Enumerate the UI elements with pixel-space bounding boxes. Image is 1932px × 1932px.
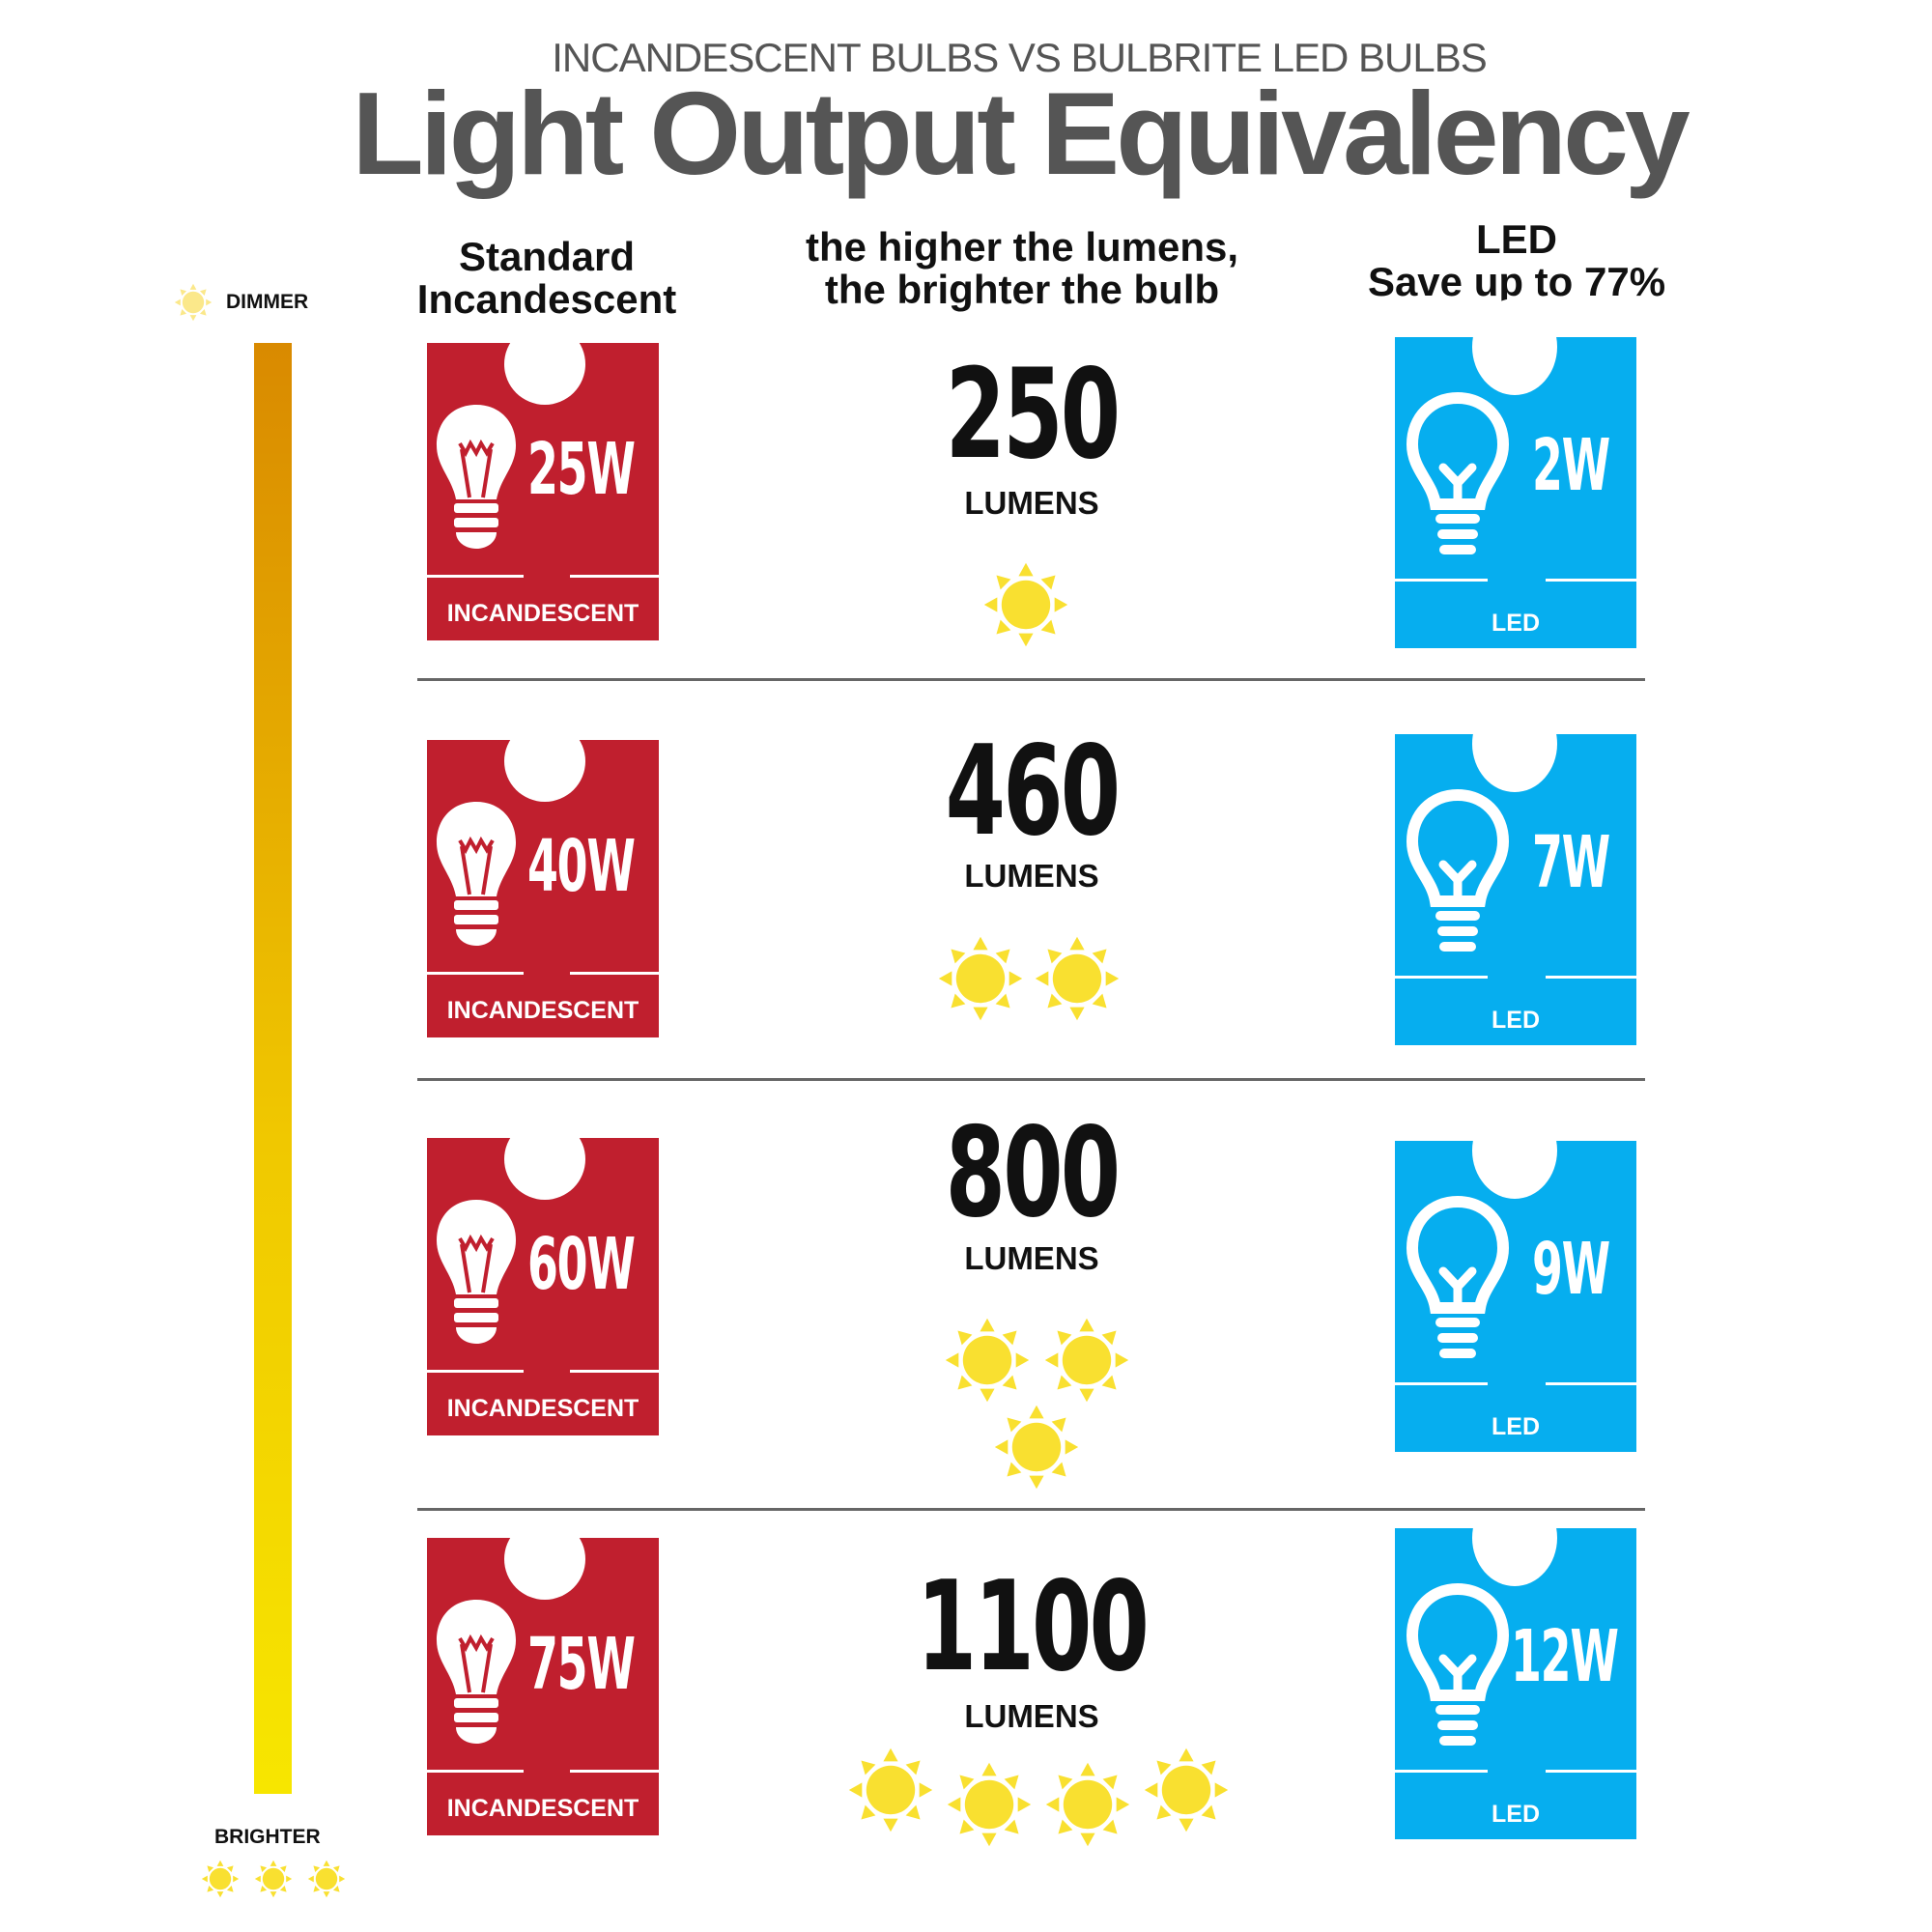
lumens-label: LUMENS bbox=[964, 1240, 1099, 1276]
subtitle: INCANDESCENT BULBS VS BULBRITE LED BULBS bbox=[552, 35, 1488, 80]
incandescent-label: INCANDESCENT bbox=[446, 997, 639, 1024]
sun-icon bbox=[254, 1860, 293, 1903]
brighter-label: BRIGHTER bbox=[214, 1826, 321, 1848]
card-line bbox=[427, 1770, 524, 1773]
page-title: Light Output Equivalency bbox=[352, 68, 1690, 199]
incandescent-card: 75W INCANDESCENT bbox=[427, 1519, 659, 1835]
card-notch bbox=[504, 324, 585, 405]
card-notch bbox=[1472, 1102, 1557, 1199]
header-line: the higher the lumens, bbox=[805, 224, 1239, 270]
lumens-label: LUMENS bbox=[964, 485, 1099, 521]
header-line: LED bbox=[1476, 216, 1557, 262]
lumens-label: LUMENS bbox=[964, 1698, 1099, 1734]
header-line: Incandescent bbox=[416, 276, 677, 322]
card-line bbox=[427, 1370, 524, 1373]
led-watts: 7W bbox=[1532, 821, 1610, 904]
incandescent-watts: 60W bbox=[527, 1223, 636, 1306]
sun-icon bbox=[307, 1860, 346, 1903]
sun-icon bbox=[1034, 935, 1121, 1027]
led-column-header: LED Save up to 77% bbox=[1323, 218, 1710, 303]
card-notch bbox=[1472, 298, 1557, 395]
led-card: 7W LED bbox=[1395, 696, 1636, 1045]
led-label: LED bbox=[1492, 1801, 1540, 1828]
lumens-label: LUMENS bbox=[964, 858, 1099, 894]
sun-icon bbox=[944, 1317, 1031, 1408]
dimmer-label: DIMMER bbox=[226, 291, 309, 313]
card-notch bbox=[504, 1519, 585, 1600]
card-notch bbox=[504, 1119, 585, 1200]
led-card: 2W LED bbox=[1395, 298, 1636, 648]
card-line bbox=[1395, 976, 1488, 979]
card-line bbox=[1546, 1770, 1636, 1773]
incandescent-watts: 75W bbox=[527, 1623, 636, 1706]
sun-icon bbox=[174, 283, 213, 327]
led-label: LED bbox=[1492, 1413, 1540, 1440]
header-line: Save up to 77% bbox=[1367, 259, 1666, 304]
row-divider bbox=[417, 1078, 1645, 1081]
sun-icon bbox=[937, 935, 1024, 1027]
card-line bbox=[570, 575, 659, 578]
card-line bbox=[1395, 579, 1488, 582]
header-line: the brighter the bulb bbox=[824, 267, 1220, 312]
led-watts: 12W bbox=[1511, 1615, 1619, 1698]
led-watts: 2W bbox=[1532, 424, 1610, 507]
card-notch bbox=[504, 721, 585, 802]
lumens-value: 250 bbox=[945, 343, 1121, 487]
card-line bbox=[1395, 1382, 1488, 1385]
sun-icon bbox=[1043, 1317, 1130, 1408]
card-notch bbox=[1472, 696, 1557, 792]
led-watts: 9W bbox=[1532, 1228, 1610, 1311]
incandescent-card: 60W INCANDESCENT bbox=[427, 1119, 659, 1435]
incandescent-card: 25W INCANDESCENT bbox=[427, 324, 659, 640]
incandescent-watts: 40W bbox=[527, 825, 636, 908]
row-divider bbox=[417, 678, 1645, 681]
card-line bbox=[570, 972, 659, 975]
led-label: LED bbox=[1492, 1007, 1540, 1034]
sun-icon bbox=[1143, 1747, 1230, 1838]
card-line bbox=[1395, 1770, 1488, 1773]
sun-icon bbox=[982, 561, 1069, 653]
lumens-column-header: the higher the lumens, the brighter the … bbox=[781, 226, 1264, 311]
led-bulb-icon bbox=[1405, 390, 1511, 569]
incandescent-label: INCANDESCENT bbox=[446, 600, 639, 627]
card-line bbox=[1546, 976, 1636, 979]
card-notch bbox=[1472, 1490, 1557, 1586]
lumens-value: 800 bbox=[945, 1101, 1121, 1245]
incandescent-bulb-icon bbox=[433, 1196, 520, 1355]
header-line: Standard bbox=[458, 234, 636, 279]
card-line bbox=[1546, 579, 1636, 582]
row-divider bbox=[417, 1508, 1645, 1511]
sun-icon bbox=[946, 1761, 1033, 1853]
incandescent-bulb-icon bbox=[433, 798, 520, 957]
sun-icon bbox=[1044, 1761, 1131, 1853]
led-card: 12W LED bbox=[1395, 1490, 1636, 1839]
sun-icon bbox=[993, 1404, 1080, 1495]
incandescent-column-header: Standard Incandescent bbox=[354, 236, 740, 321]
led-card: 9W LED bbox=[1395, 1102, 1636, 1452]
sun-icon bbox=[201, 1860, 240, 1903]
lumens-value: 1100 bbox=[916, 1555, 1150, 1699]
lumens-value: 460 bbox=[945, 720, 1121, 864]
led-bulb-icon bbox=[1405, 1194, 1511, 1373]
sun-icon bbox=[847, 1747, 934, 1838]
card-line bbox=[427, 575, 524, 578]
card-line bbox=[427, 972, 524, 975]
card-line bbox=[1546, 1382, 1636, 1385]
card-line bbox=[570, 1370, 659, 1373]
led-bulb-icon bbox=[1405, 787, 1511, 966]
led-label: LED bbox=[1492, 610, 1540, 637]
incandescent-watts: 25W bbox=[527, 428, 636, 511]
incandescent-label: INCANDESCENT bbox=[446, 1795, 639, 1822]
led-bulb-icon bbox=[1405, 1581, 1511, 1760]
incandescent-bulb-icon bbox=[433, 1596, 520, 1755]
incandescent-bulb-icon bbox=[433, 401, 520, 560]
brightness-gradient-bar bbox=[254, 343, 292, 1794]
incandescent-card: 40W INCANDESCENT bbox=[427, 721, 659, 1037]
incandescent-label: INCANDESCENT bbox=[446, 1395, 639, 1422]
card-line bbox=[570, 1770, 659, 1773]
